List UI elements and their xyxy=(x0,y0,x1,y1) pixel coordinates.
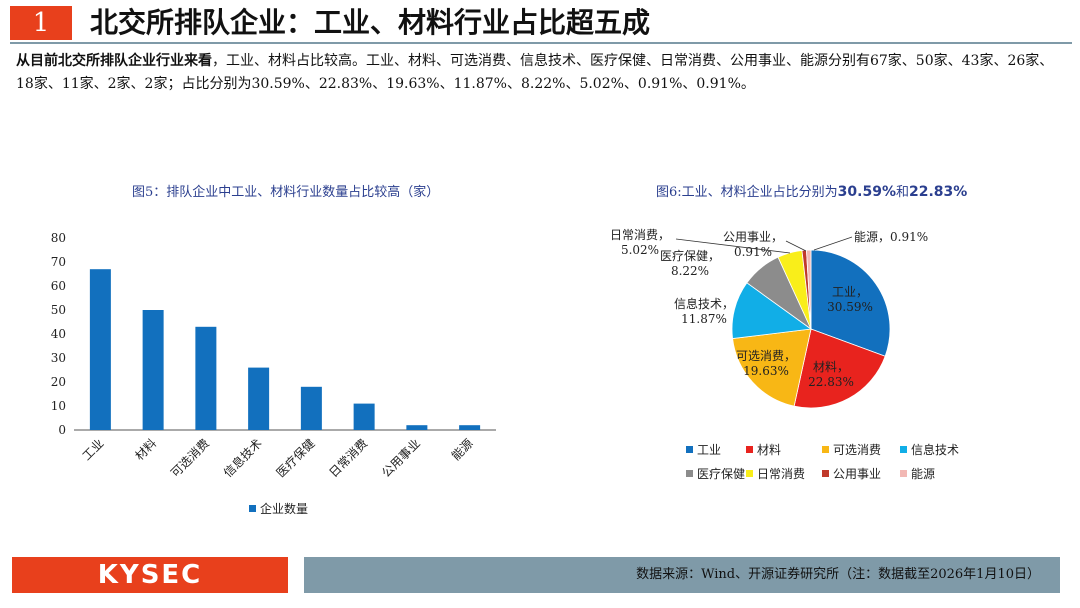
pie-label-name-3: 信息技术， xyxy=(674,296,734,311)
pie-label-3: 信息技术， 11.87% xyxy=(674,296,734,326)
pie-slice-7 xyxy=(806,249,812,330)
brand-logo: KYSEC xyxy=(12,557,288,593)
figure6-title-prefix: 图6: xyxy=(656,185,682,200)
bar-chart: 0 10 20 30 40 50 60 70 80 工业 材料 可选消费 信息技术 医疗保健 日常消费 公用事… xyxy=(51,231,496,516)
header-divider xyxy=(10,42,1072,44)
slide-header: 1 北交所排队企业：工业、材料行业占比超五成 xyxy=(0,0,1080,42)
pie-label-4: 医疗保健， 8.22% xyxy=(660,249,720,278)
y-tick-label-0: 0 xyxy=(58,423,66,437)
y-tick-label-3: 30 xyxy=(51,351,66,365)
figure6-title-v2: 22.83% xyxy=(909,184,968,200)
page-title: 北交所排队企业：工业、材料行业占比超五成 xyxy=(90,6,651,39)
x-tick-label-1: 材料 xyxy=(132,436,159,463)
x-tick-label-0: 工业 xyxy=(80,436,107,463)
bar-3 xyxy=(248,367,270,430)
pie-legend-swatch-0 xyxy=(686,446,693,453)
intro-lead: 从目前北交所排队企业行业来看 xyxy=(16,53,212,69)
pie-label-value-2: 19.63% xyxy=(743,364,789,378)
pie-label-2: 可选消费， 19.63% xyxy=(736,349,796,378)
y-tick-label-1: 10 xyxy=(51,399,66,413)
pie-label-name-5: 日常消费， xyxy=(610,228,670,242)
pie-label-name-2: 可选消费， xyxy=(736,349,796,363)
y-tick-label-6: 60 xyxy=(51,279,66,293)
leader-line-6 xyxy=(785,240,807,252)
pie-label-7: 能源，0.91% xyxy=(854,230,928,244)
pie-legend-swatch-5 xyxy=(746,470,753,477)
x-tick-label-7: 能源 xyxy=(449,436,476,463)
bar-6 xyxy=(406,425,428,430)
x-tick-label-3: 信息技术 xyxy=(220,436,265,481)
pie-legend-swatch-4 xyxy=(686,470,693,477)
y-tick-label-4: 40 xyxy=(51,327,66,341)
bar-4 xyxy=(300,386,322,430)
pie-legend-label-5: 日常消费 xyxy=(757,467,805,481)
pie-label-name-4: 医疗保健， xyxy=(660,249,720,263)
bar-1 xyxy=(142,310,164,430)
pie-label-name-6: 公用事业， xyxy=(723,230,783,244)
x-tick-label-5: 日常消费 xyxy=(326,436,370,480)
pie-label-text-7: 能源，0.91% xyxy=(854,230,928,244)
pie-label-0: 工业， 30.59% xyxy=(827,285,873,314)
figure6-title: 图6:工业、材料企业占比分别为30.59%和22.83% xyxy=(656,181,967,200)
intro-body: ，工业、材料占比较高。工业、材料、可选消费、信息技术、医疗保健、日常消费、公用事… xyxy=(16,53,1054,92)
pie-label-value-0: 30.59% xyxy=(827,300,873,314)
pie-legend-label-7: 能源 xyxy=(911,467,935,481)
legend-swatch xyxy=(249,505,256,512)
figure5-title: 图5：排队企业中工业、材料行业数量占比较高（家） xyxy=(132,185,440,200)
pie-legend-swatch-7 xyxy=(900,470,907,477)
pie-legend-label-6: 公用事业 xyxy=(833,467,881,481)
pie-legend-label-1: 材料 xyxy=(757,443,781,457)
bar-0 xyxy=(89,269,111,430)
y-tick-label-2: 20 xyxy=(51,375,66,389)
pie-label-value-3: 11.87% xyxy=(681,312,727,326)
pie-label-name-0: 工业， xyxy=(832,285,868,299)
pie-legend-swatch-6 xyxy=(822,470,829,477)
bar-7 xyxy=(459,425,481,430)
y-tick-label-5: 50 xyxy=(51,303,66,317)
bar-2 xyxy=(195,326,217,430)
pie-legend-swatch-2 xyxy=(822,446,829,453)
pie-label-value-4: 8.22% xyxy=(671,264,709,278)
pie-legend-label-2: 可选消费 xyxy=(833,443,881,457)
pie-label-value-5: 5.02% xyxy=(621,243,659,257)
figure6-title-text: 工业、材料企业占比分别为 xyxy=(681,185,838,200)
figure6-title-v1: 30.59% xyxy=(837,184,896,200)
y-tick-label-7: 70 xyxy=(51,255,66,269)
source-bar: 数据来源：Wind、开源证券研究所（注：数据截至2026年1月10日） xyxy=(304,557,1060,593)
pie-slice-0 xyxy=(810,249,891,357)
leader-line-7 xyxy=(813,236,853,251)
figure6-title-mid: 和 xyxy=(895,185,909,200)
pie-label-1: 材料， 22.83% xyxy=(808,360,854,389)
pie-label-value-6: 0.91% xyxy=(734,245,772,259)
x-tick-label-4: 医疗保健 xyxy=(274,436,318,480)
source-note: 数据来源：Wind、开源证券研究所（注：数据截至2026年1月10日） xyxy=(636,567,1040,582)
pie-legend-swatch-1 xyxy=(746,446,753,453)
pie-label-value-1: 22.83% xyxy=(808,375,854,389)
leader-line-5 xyxy=(675,238,791,254)
pie-legend-swatch-3 xyxy=(900,446,907,453)
bar-5 xyxy=(353,403,375,430)
legend-label: 企业数量 xyxy=(260,501,308,516)
y-tick-label-8: 80 xyxy=(51,231,66,245)
pie-legend-label-3: 信息技术 xyxy=(911,442,959,457)
pie-label-name-1: 材料， xyxy=(813,360,849,374)
pie-slice-1 xyxy=(793,328,886,409)
intro-paragraph: 从目前北交所排队企业行业来看，工业、材料占比较高。工业、材料、可选消费、信息技术… xyxy=(16,50,1066,96)
pie-chart: 工业， 30.59%材料， 22.83%可选消费， 19.63%信息技术， 11.87%… xyxy=(610,228,959,481)
section-number: 1 xyxy=(10,6,72,40)
logo-text: KYSEC xyxy=(97,560,203,590)
x-tick-label-2: 可选消费 xyxy=(168,436,212,480)
pie-label-5: 日常消费， 5.02% xyxy=(610,228,670,257)
pie-slice-2 xyxy=(732,328,812,407)
pie-label-6: 公用事业， 0.91% xyxy=(723,230,783,259)
pie-legend-label-4: 医疗保健 xyxy=(697,467,745,481)
x-tick-label-6: 公用事业 xyxy=(379,436,423,480)
pie-legend-label-0: 工业 xyxy=(697,443,721,457)
